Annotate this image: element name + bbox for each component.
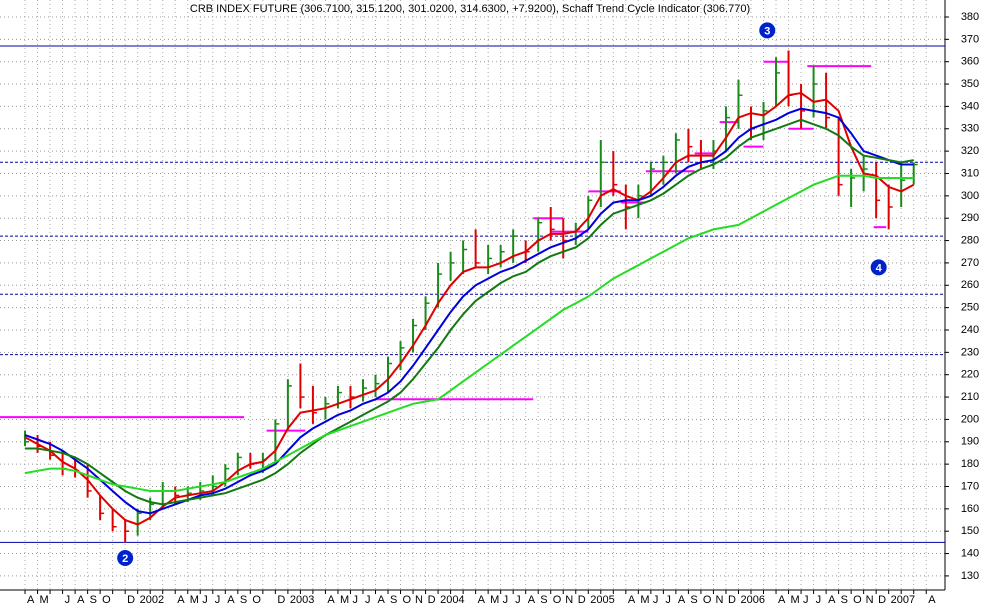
moving-average-line <box>24 107 914 515</box>
x-tick-label: A <box>177 594 185 606</box>
y-tick-label: 170 <box>961 480 979 492</box>
x-tick-label: M <box>640 594 649 606</box>
annotation-label: 2 <box>122 553 128 565</box>
y-tick-label: 250 <box>961 302 979 314</box>
y-tick-label: 380 <box>961 11 979 23</box>
y-tick-label: 300 <box>961 190 979 202</box>
x-tick-label: A <box>227 594 235 606</box>
moving-average-line <box>24 174 914 492</box>
x-tick-label: S <box>90 594 97 606</box>
moving-average-line <box>25 118 914 506</box>
x-tick-label: 2003 <box>290 594 314 606</box>
y-tick-label: 350 <box>961 78 979 90</box>
x-tick-label: J <box>65 594 71 606</box>
y-tick-label: 130 <box>961 570 979 582</box>
x-tick-label: S <box>841 594 848 606</box>
y-tick-label: 330 <box>961 123 979 135</box>
moving-average-line <box>24 91 915 526</box>
y-tick-label: 260 <box>961 279 979 291</box>
y-tick-label: 320 <box>961 145 979 157</box>
x-tick-label: A <box>77 594 85 606</box>
y-tick-label: 200 <box>961 413 979 425</box>
x-tick-label: S <box>690 594 697 606</box>
x-tick-label: M <box>490 594 499 606</box>
annotation-badge <box>759 22 776 39</box>
x-tick-label: A <box>377 594 385 606</box>
y-tick-label: 360 <box>961 56 979 68</box>
x-tick-label: D <box>277 594 285 606</box>
y-tick-label: 310 <box>961 167 979 179</box>
x-tick-label: J <box>653 594 659 606</box>
y-tick-label: 240 <box>961 324 979 336</box>
x-tick-label: M <box>40 594 49 606</box>
x-tick-label: 2002 <box>140 594 164 606</box>
x-tick-label: A <box>478 594 486 606</box>
y-tick-label: 150 <box>961 525 979 537</box>
x-tick-label: 2004 <box>440 594 464 606</box>
y-tick-label: 180 <box>961 458 979 470</box>
chart-title: CRB INDEX FUTURE (306.7100, 315.1200, 30… <box>190 3 750 15</box>
x-tick-label: 2005 <box>590 594 614 606</box>
x-tick-label: N <box>565 594 573 606</box>
x-tick-label: J <box>803 594 809 606</box>
x-tick-label: A <box>928 594 936 606</box>
x-tick-label: S <box>540 594 547 606</box>
y-tick-label: 140 <box>961 547 979 559</box>
y-tick-label: 270 <box>961 257 979 269</box>
x-tick-label: S <box>390 594 397 606</box>
x-tick-label: D <box>127 594 135 606</box>
x-tick-label: N <box>415 594 423 606</box>
x-tick-label: J <box>503 594 509 606</box>
y-tick-label: 340 <box>961 100 979 112</box>
x-tick-label: 2007 <box>891 594 915 606</box>
x-tick-label: O <box>252 594 261 606</box>
x-tick-label: O <box>102 594 111 606</box>
y-tick-label: 210 <box>961 391 979 403</box>
x-tick-label: S <box>240 594 247 606</box>
x-tick-label: A <box>778 594 786 606</box>
annotation-badge <box>870 259 887 276</box>
x-tick-label: O <box>553 594 562 606</box>
x-tick-label: J <box>816 594 822 606</box>
y-tick-label: 160 <box>961 503 979 515</box>
x-tick-label: O <box>403 594 412 606</box>
x-tick-label: A <box>528 594 536 606</box>
x-tick-label: M <box>340 594 349 606</box>
x-tick-label: D <box>878 594 886 606</box>
x-tick-label: A <box>327 594 335 606</box>
x-tick-label: J <box>515 594 521 606</box>
x-tick-label: M <box>190 594 199 606</box>
annotation-label: 4 <box>876 262 883 274</box>
x-tick-label: J <box>665 594 671 606</box>
x-tick-label: N <box>866 594 874 606</box>
x-tick-label: A <box>27 594 35 606</box>
x-tick-label: J <box>352 594 358 606</box>
x-tick-label: D <box>428 594 436 606</box>
y-tick-label: 290 <box>961 212 979 224</box>
y-tick-label: 370 <box>961 33 979 45</box>
x-tick-label: O <box>853 594 862 606</box>
x-tick-label: N <box>715 594 723 606</box>
y-tick-label: 230 <box>961 346 979 358</box>
y-tick-label: 220 <box>961 369 979 381</box>
x-tick-label: A <box>628 594 636 606</box>
x-tick-label: A <box>678 594 686 606</box>
x-tick-label: J <box>215 594 221 606</box>
x-tick-label: D <box>728 594 736 606</box>
x-tick-label: A <box>828 594 836 606</box>
y-tick-label: 280 <box>961 234 979 246</box>
x-tick-label: D <box>578 594 586 606</box>
x-tick-label: O <box>703 594 712 606</box>
x-tick-label: J <box>202 594 208 606</box>
annotation-label: 3 <box>764 25 770 37</box>
annotation-badge <box>117 550 134 567</box>
x-tick-label: J <box>365 594 371 606</box>
x-tick-label: M <box>791 594 800 606</box>
y-tick-label: 190 <box>961 436 979 448</box>
x-tick-label: 2006 <box>740 594 764 606</box>
